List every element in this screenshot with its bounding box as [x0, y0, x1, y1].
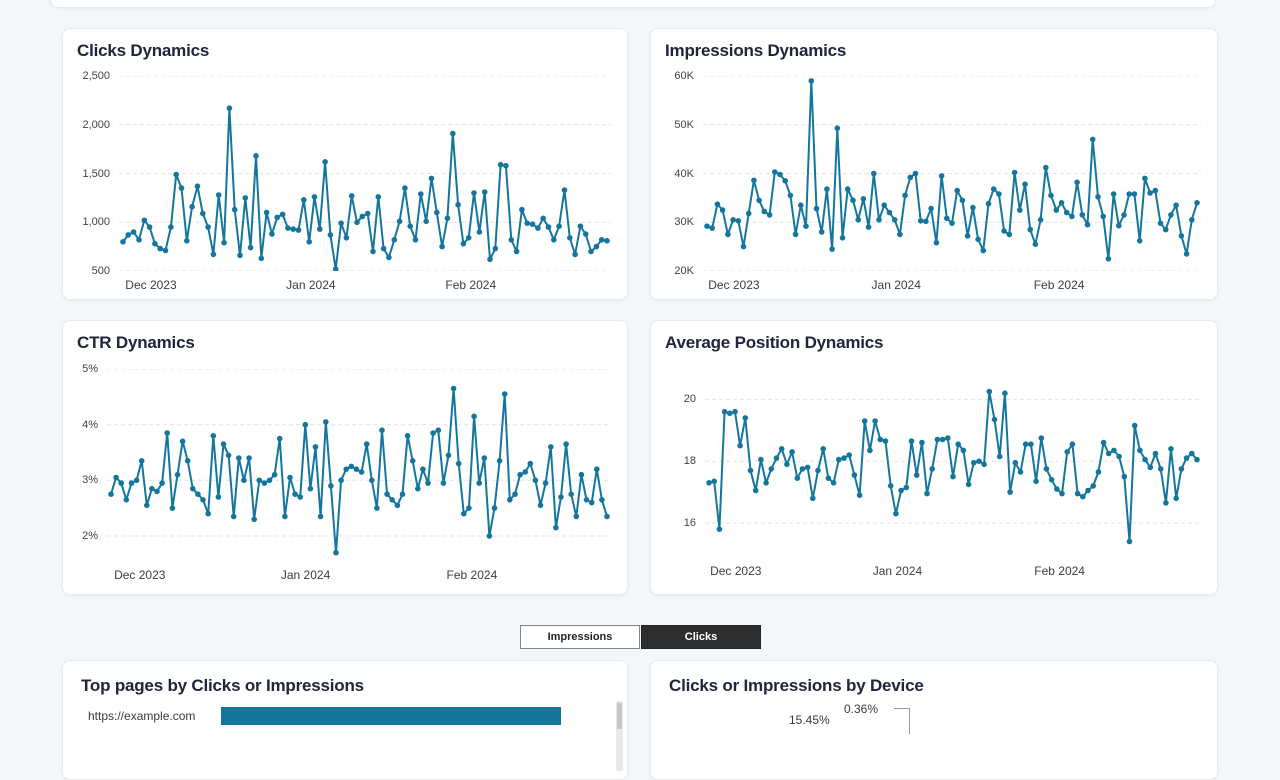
- clicks-toggle-button[interactable]: Clicks: [641, 625, 761, 649]
- x-axis-tick-label: Feb 2024: [446, 568, 498, 582]
- y-axis-tick-label: 1,500: [82, 167, 110, 180]
- x-axis-tick-label: Jan 2024: [871, 278, 921, 292]
- y-axis-tick-label: 30K: [674, 216, 694, 229]
- line-chart-plot[interactable]: [119, 76, 611, 271]
- x-axis-tick-label: Jan 2024: [872, 564, 923, 578]
- top-page-bar[interactable]: [221, 707, 562, 725]
- y-axis-tick-label: 2,000: [82, 118, 110, 131]
- chart-title-ctr: CTR Dynamics: [77, 333, 195, 352]
- x-axis-labels: Dec 2023 Jan 2024 Feb 2024: [705, 564, 1201, 582]
- x-axis-tick-label: Jan 2024: [280, 568, 331, 582]
- y-axis-tick-label: 2%: [82, 529, 98, 542]
- y-axis-tick-label: 60K: [674, 70, 694, 82]
- y-axis-tick-label: 20: [683, 393, 696, 406]
- chart-title-impressions: Impressions Dynamics: [665, 41, 847, 60]
- x-axis-tick-label: Dec 2023: [708, 278, 760, 292]
- impressions-dynamics-card: Impressions Dynamics 60K 50K 40K 30K 20K Dec…: [650, 28, 1218, 300]
- ctr-dynamics-card: CTR Dynamics 5% 4% 3% 2% Dec 2023 Jan 2024 Fe…: [62, 320, 628, 595]
- bar-track: [221, 707, 587, 725]
- y-axis-tick-label: 500: [91, 265, 110, 277]
- plot-area: Dec 2023 Jan 2024 Feb 2024: [119, 76, 611, 296]
- plot-area: Dec 2023 Jan 2024 Feb 2024: [703, 76, 1201, 296]
- chart-title-devices: Clicks or Impressions by Device: [669, 676, 924, 695]
- y-axis-labels: 5% 4% 3% 2%: [75, 363, 107, 561]
- y-axis-tick-label: 18: [683, 455, 696, 468]
- plot-area: Dec 2023 Jan 2024 Feb 2024: [107, 369, 611, 586]
- x-axis-tick-label: Dec 2023: [114, 568, 166, 582]
- x-axis-tick-label: Dec 2023: [125, 278, 177, 292]
- y-axis-tick-label: 1,000: [82, 216, 110, 229]
- x-axis-tick-label: Feb 2024: [445, 278, 497, 292]
- page-url-label: https://example.com: [88, 709, 196, 723]
- y-axis-tick-label: 50K: [674, 118, 694, 131]
- y-axis-tick-label: 2,500: [82, 70, 110, 82]
- x-axis-labels: Dec 2023 Jan 2024 Feb 2024: [703, 278, 1201, 296]
- y-axis-tick-label: 3%: [82, 474, 98, 487]
- x-axis-tick-label: Jan 2024: [286, 278, 336, 292]
- x-axis-tick-label: Feb 2024: [1033, 278, 1085, 292]
- dashboard-page: { "colors":{"accent":"#15769d","title_te…: [50, 0, 1218, 780]
- partial-card-above: [50, 0, 1216, 8]
- y-axis-tick-label: 20K: [674, 265, 694, 277]
- line-chart-plot[interactable]: [703, 76, 1201, 271]
- x-axis-tick-label: Feb 2024: [1034, 564, 1085, 578]
- impressions-toggle-button[interactable]: Impressions: [520, 625, 640, 649]
- average-position-chart-body: 20 18 16 Dec 2023 Jan 2024 Feb 2024: [663, 387, 1201, 582]
- y-axis-tick-label: 5%: [82, 363, 98, 375]
- metric-toggle-slicer: Impressions Clicks: [520, 625, 761, 649]
- x-axis-labels: Dec 2023 Jan 2024 Feb 2024: [119, 278, 611, 296]
- y-axis-labels: 2,500 2,000 1,500 1,000 500: [75, 70, 119, 277]
- y-axis-tick-label: 16: [683, 517, 696, 529]
- table-row[interactable]: https://example.com: [79, 707, 611, 725]
- scrollbar-thumb[interactable]: [617, 703, 622, 729]
- chart-title-top-pages: Top pages by Clicks or Impressions: [81, 676, 364, 695]
- line-chart-plot[interactable]: [107, 369, 611, 561]
- pie-slice-label: 15.45%: [789, 713, 830, 727]
- pie-slice-label: 0.36%: [844, 702, 879, 716]
- y-axis-tick-label: 4%: [82, 418, 98, 431]
- y-axis-labels: 60K 50K 40K 30K 20K: [663, 70, 703, 277]
- ctr-chart-body: 5% 4% 3% 2% Dec 2023 Jan 2024 Feb 2024: [75, 363, 611, 586]
- average-position-dynamics-card: Average Position Dynamics 20 18 16 Dec 202…: [650, 320, 1218, 595]
- chart-title-clicks: Clicks Dynamics: [77, 41, 210, 60]
- clicks-chart-body: 2,500 2,000 1,500 1,000 500 Dec 2023 Jan 2024…: [75, 70, 611, 296]
- clicks-dynamics-card: Clicks Dynamics 2,500 2,000 1,500 1,000 500 …: [62, 28, 628, 300]
- x-axis-labels: Dec 2023 Jan 2024 Feb 2024: [107, 568, 611, 586]
- impressions-chart-body: 60K 50K 40K 30K 20K Dec 2023 Jan 2024 Feb 2024: [663, 70, 1201, 296]
- line-chart-plot[interactable]: [705, 387, 1201, 557]
- devices-card: Clicks or Impressions by Device 0.36% 15…: [650, 660, 1218, 780]
- scrollbar[interactable]: [616, 701, 623, 771]
- y-axis-labels: 20 18 16: [663, 387, 705, 557]
- plot-area: Dec 2023 Jan 2024 Feb 2024: [705, 387, 1201, 582]
- top-pages-card: Top pages by Clicks or Impressions https…: [62, 660, 628, 780]
- pie-callout-line: [894, 708, 910, 734]
- chart-title-average-position: Average Position Dynamics: [665, 333, 884, 352]
- y-axis-tick-label: 40K: [674, 167, 694, 180]
- x-axis-tick-label: Dec 2023: [710, 564, 762, 578]
